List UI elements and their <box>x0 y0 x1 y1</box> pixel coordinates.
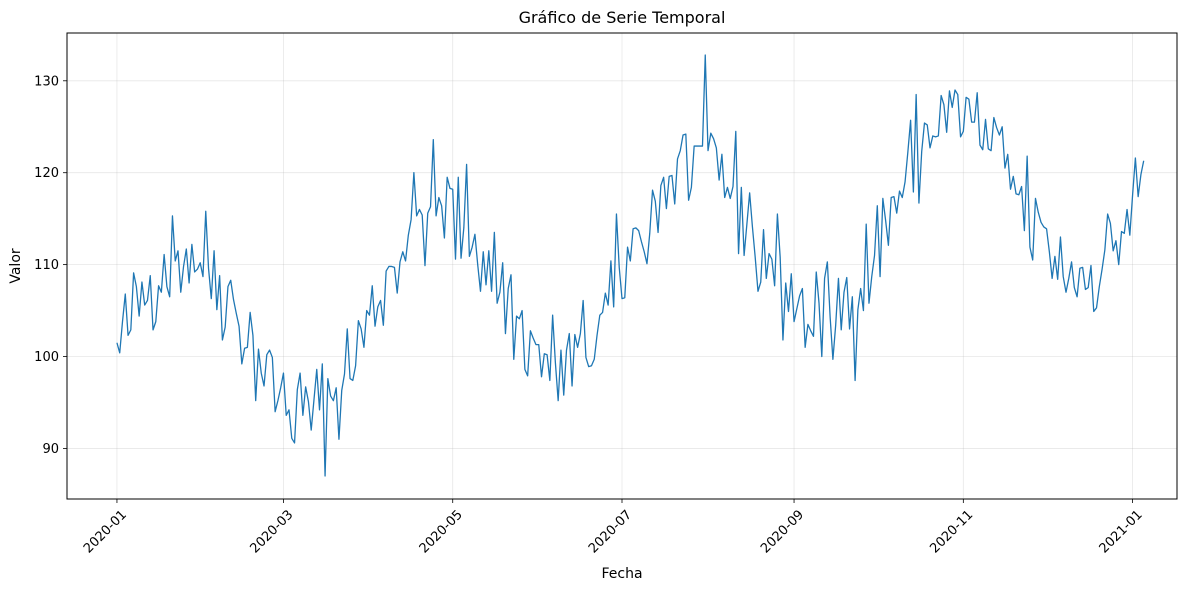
y-axis-label: Valor <box>8 248 24 284</box>
x-axis-label: Fecha <box>601 566 642 582</box>
x-tick-label: 2021-01 <box>1097 507 1146 556</box>
chart-title: Gráfico de Serie Temporal <box>519 8 726 27</box>
x-tick-label: 2020-05 <box>417 507 466 556</box>
x-tick-label: 2020-09 <box>758 507 807 556</box>
grid <box>67 33 1177 499</box>
x-tick-label: 2020-11 <box>927 507 976 556</box>
y-tick-label: 110 <box>34 258 59 273</box>
y-tick-label: 130 <box>34 74 59 89</box>
y-tick-label: 100 <box>34 350 59 365</box>
x-tick-label: 2020-07 <box>586 507 635 556</box>
series-line <box>116 54 1145 477</box>
y-tick-label: 90 <box>42 442 59 457</box>
y-tick-label: 120 <box>34 166 59 181</box>
x-tick-label: 2020-01 <box>81 507 130 556</box>
x-tick-label: 2020-03 <box>247 507 296 556</box>
series-layer <box>116 54 1145 477</box>
ticks: 90 100 110 120 130 2020-01 2020-03 2020-05 2020-… <box>34 74 1145 556</box>
